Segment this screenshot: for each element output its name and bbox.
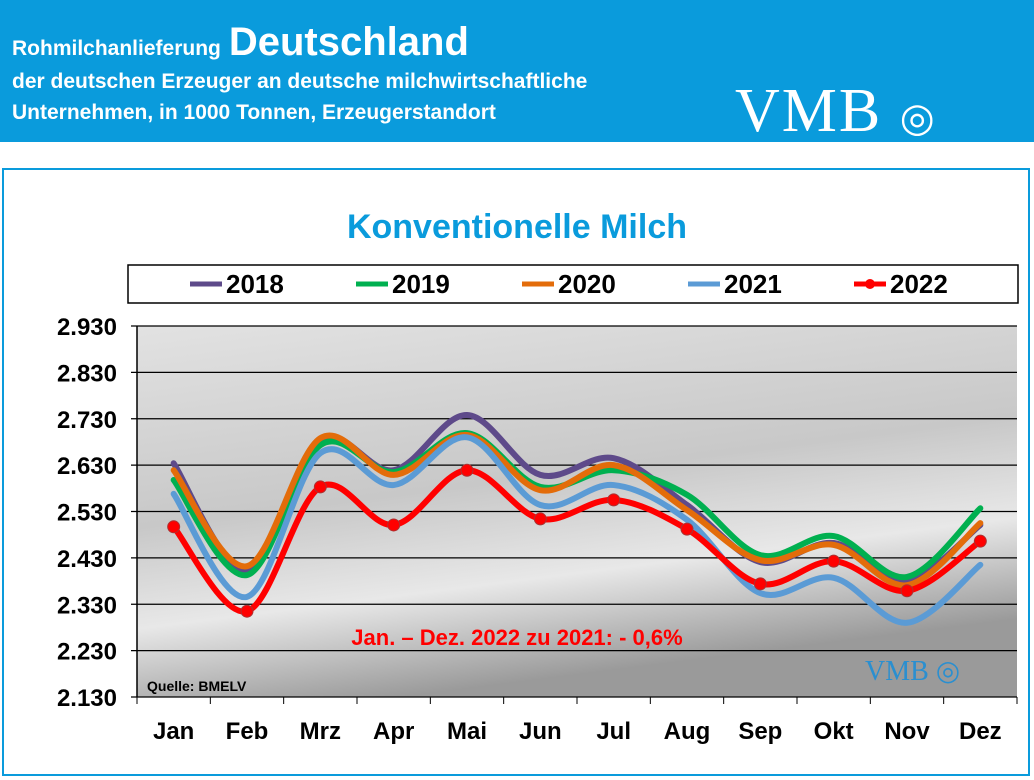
data-point-2022 [167, 520, 181, 534]
data-point-2022 [900, 584, 914, 598]
data-point-2022 [240, 604, 254, 618]
x-tick-label: Apr [373, 718, 414, 745]
x-tick-label: Okt [814, 718, 854, 745]
y-tick-label: 2.830 [57, 360, 117, 387]
legend-label: 2022 [890, 269, 948, 299]
data-point-2022 [973, 534, 987, 548]
vmb-logo: VMB ◎ [735, 77, 937, 145]
header-title: Rohmilchanlieferung Deutschland [12, 20, 469, 65]
x-tick-label: Mrz [300, 718, 341, 745]
data-point-2022 [607, 493, 621, 507]
x-tick-label: Jul [596, 718, 631, 745]
chart-title: Konventionelle Milch [347, 208, 687, 246]
legend: 2018 2019 2020 2021 2022 [190, 269, 948, 299]
legend-label: 2019 [392, 269, 450, 299]
title-prefix: Rohmilchanlieferung [12, 37, 221, 60]
data-point-2022 [313, 480, 327, 494]
y-tick-label: 2.730 [57, 407, 117, 434]
data-point-2022 [387, 518, 401, 532]
y-tick-label: 2.530 [57, 500, 117, 527]
annotation: Jan. – Dez. 2022 zu 2021: - 0,6% [351, 625, 682, 650]
chart-frame [2, 168, 1030, 776]
legend-label: 2018 [226, 269, 284, 299]
data-point-2022 [533, 512, 547, 526]
y-tick-label: 2.330 [57, 592, 117, 619]
y-tick-label: 2.630 [57, 453, 117, 480]
series-line-2020 [170, 431, 984, 589]
legend-label: 2020 [558, 269, 616, 299]
y-tick-label: 2.230 [57, 639, 117, 666]
x-tick-label: Jun [519, 718, 562, 745]
x-tick-label: Nov [884, 718, 930, 745]
x-tick-label: Mai [447, 718, 487, 745]
watermark-logo: VMB ◎ [865, 656, 960, 687]
x-tick-label: Dez [959, 718, 1002, 745]
x-tick-label: Feb [226, 718, 269, 745]
y-tick-label: 2.930 [57, 314, 117, 341]
x-tick-label: Jan [153, 718, 194, 745]
data-point-2022 [827, 554, 841, 568]
header-subtitle-2: Unternehmen, in 1000 Tonnen, Erzeugersta… [12, 101, 496, 124]
data-point-2022 [753, 577, 767, 591]
title-main: Deutschland [228, 20, 469, 64]
x-tick-label: Sep [738, 718, 782, 745]
data-point-2022 [680, 522, 694, 536]
header: Rohmilchanlieferung Deutschland der deuts… [0, 0, 1034, 142]
x-tick-label: Aug [664, 718, 711, 745]
header-subtitle-1: der deutschen Erzeuger an deutsche milch… [12, 70, 588, 93]
source-label: Quelle: BMELV [147, 678, 247, 694]
y-tick-label: 2.430 [57, 546, 117, 573]
series-line-2021 [170, 434, 984, 626]
y-tick-label: 2.130 [57, 685, 117, 712]
data-point-2022 [460, 463, 474, 477]
legend-label: 2021 [724, 269, 782, 299]
